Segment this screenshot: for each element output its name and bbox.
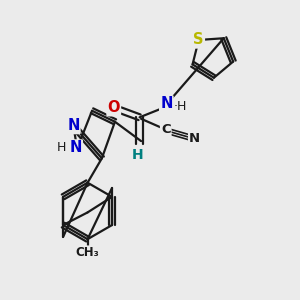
Text: CH₃: CH₃ xyxy=(76,246,100,259)
Text: N: N xyxy=(189,132,200,145)
Text: N: N xyxy=(70,140,82,155)
Text: O: O xyxy=(107,100,120,115)
Text: C: C xyxy=(161,123,171,136)
Text: ·H: ·H xyxy=(174,100,187,113)
Text: H: H xyxy=(57,140,66,154)
Text: H: H xyxy=(131,148,143,162)
Text: N: N xyxy=(160,96,172,111)
Text: N: N xyxy=(67,118,80,133)
Text: S: S xyxy=(194,32,204,47)
